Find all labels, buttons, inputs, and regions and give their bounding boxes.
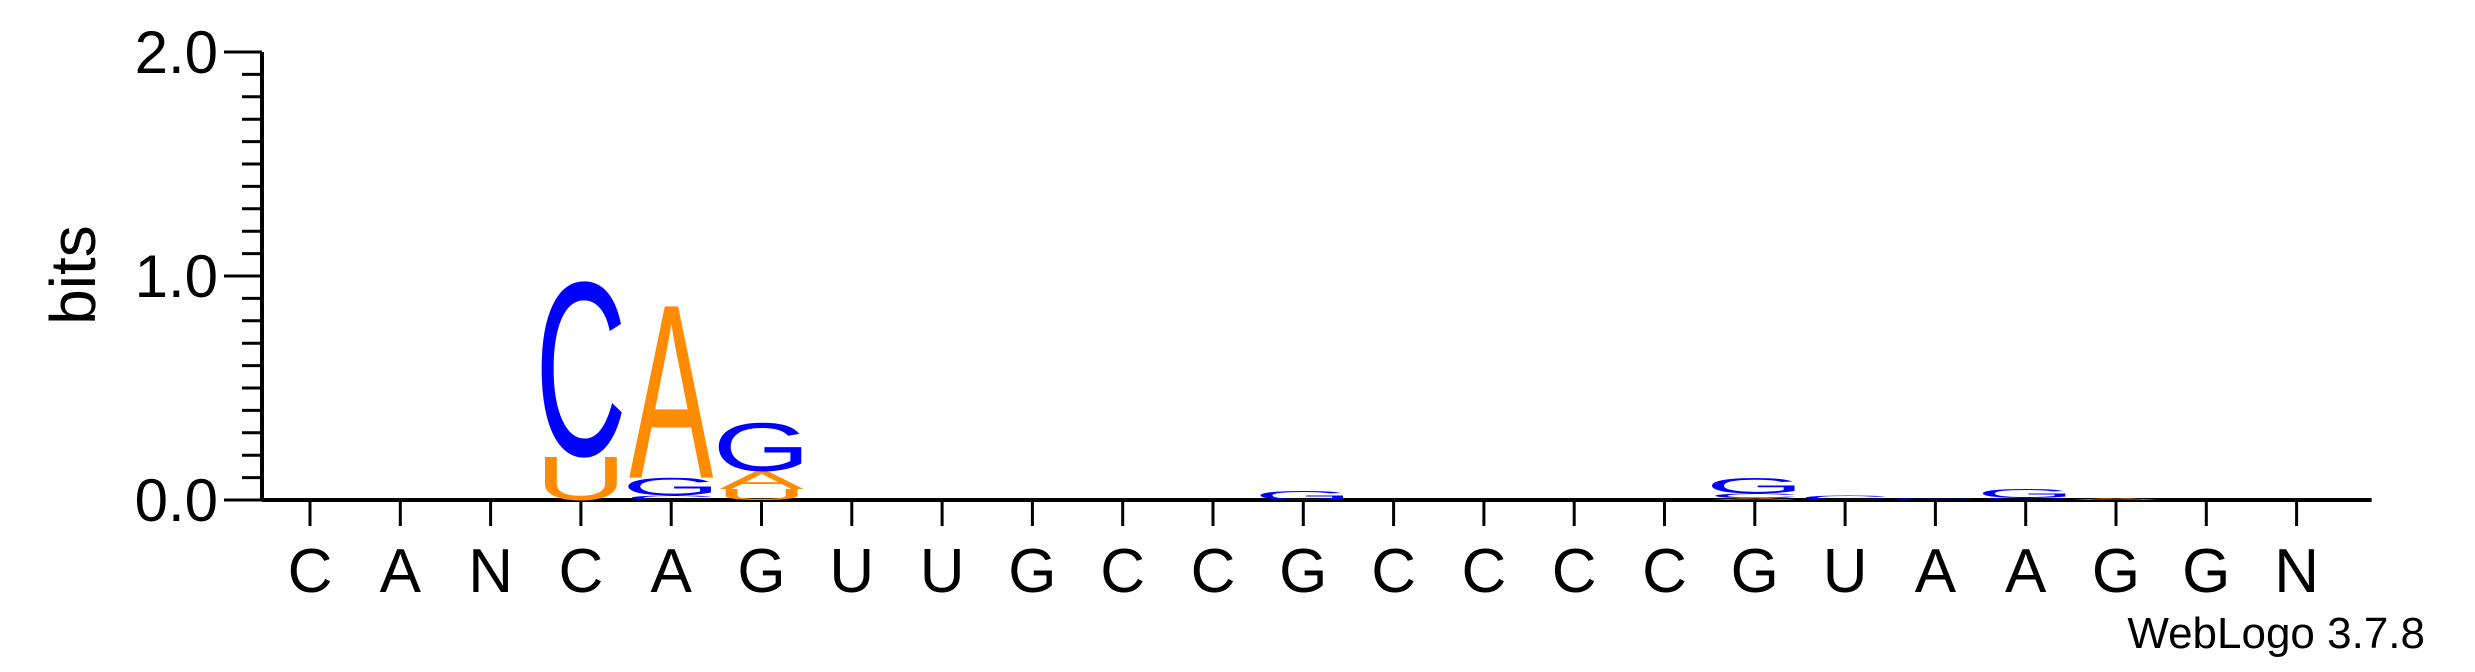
logo-letter-G: G <box>1706 474 1804 498</box>
x-tick-label: G <box>1279 537 1327 606</box>
x-tick-label: A <box>651 537 693 606</box>
x-tick-label: G <box>1731 537 1779 606</box>
logo-letter-C: C <box>1890 497 1981 500</box>
logo-letter-C: C <box>535 230 626 509</box>
x-tick-label: U <box>829 537 874 606</box>
weblogo-credit: WebLogo 3.7.8 <box>2127 609 2425 658</box>
x-tick-label: C <box>288 537 333 606</box>
svg-text:A: A <box>2074 497 2159 500</box>
svg-text:A: A <box>629 252 714 531</box>
logo-letter-U: U <box>535 444 626 513</box>
svg-text:G: G <box>712 409 810 486</box>
x-tick-label: N <box>2274 537 2319 606</box>
svg-text:C: C <box>1890 497 1981 500</box>
x-tick-label: C <box>1552 537 1597 606</box>
y-tick-label: 0.0 <box>135 467 218 534</box>
x-tick-label: C <box>1100 537 1145 606</box>
logo-letter-A: A <box>1713 497 1798 500</box>
x-tick-label: U <box>920 537 965 606</box>
x-tick-label: A <box>2005 537 2047 606</box>
y-tick-label: 1.0 <box>135 243 218 310</box>
x-tick-label: C <box>1642 537 1687 606</box>
logo-letter-C: C <box>626 494 717 501</box>
svg-text:C: C <box>1980 497 2071 500</box>
logo-letter-G: G <box>712 409 810 486</box>
svg-text:G: G <box>1254 489 1352 503</box>
logo-letter-A: A <box>2074 497 2159 500</box>
logo-letter-C: C <box>1799 494 1890 501</box>
y-axis-label: bits <box>37 225 109 325</box>
x-tick-label: G <box>2182 537 2230 606</box>
x-tick-label: C <box>1191 537 1236 606</box>
logo-letter-A: A <box>719 466 804 494</box>
x-tick-label: G <box>2092 537 2140 606</box>
svg-text:U: U <box>716 486 807 503</box>
x-tick-label: C <box>1371 537 1416 606</box>
svg-text:C: C <box>1799 494 1890 501</box>
svg-text:G: G <box>622 473 720 501</box>
svg-text:A: A <box>719 466 804 494</box>
svg-text:C: C <box>1709 492 1800 499</box>
logo-letter-G: G <box>622 473 720 501</box>
logo-letter-A: A <box>629 252 714 531</box>
x-tick-label: C <box>559 537 604 606</box>
x-tick-label: G <box>737 537 785 606</box>
logo-letter-C: C <box>1980 497 2071 500</box>
x-tick-label: N <box>468 537 513 606</box>
x-tick-label: C <box>1462 537 1507 606</box>
svg-text:U: U <box>535 444 626 513</box>
x-tick-label: U <box>1823 537 1868 606</box>
x-tick-label: A <box>380 537 422 606</box>
logo-letter-C: C <box>1709 492 1800 499</box>
svg-text:G: G <box>1977 487 2075 501</box>
logo-letter-G: G <box>1254 489 1352 503</box>
x-tick-label: G <box>1008 537 1056 606</box>
svg-text:A: A <box>1713 497 1798 500</box>
svg-text:G: G <box>1706 474 1804 498</box>
y-tick-label: 2.0 <box>135 19 218 86</box>
svg-text:C: C <box>626 494 717 501</box>
logo-letter-G: G <box>1977 487 2075 501</box>
svg-text:C: C <box>535 230 626 509</box>
logo-letter-U: U <box>716 486 807 503</box>
y-axis: 0.0 1.0 2.0 <box>135 19 264 534</box>
x-tick-label: A <box>1915 537 1957 606</box>
